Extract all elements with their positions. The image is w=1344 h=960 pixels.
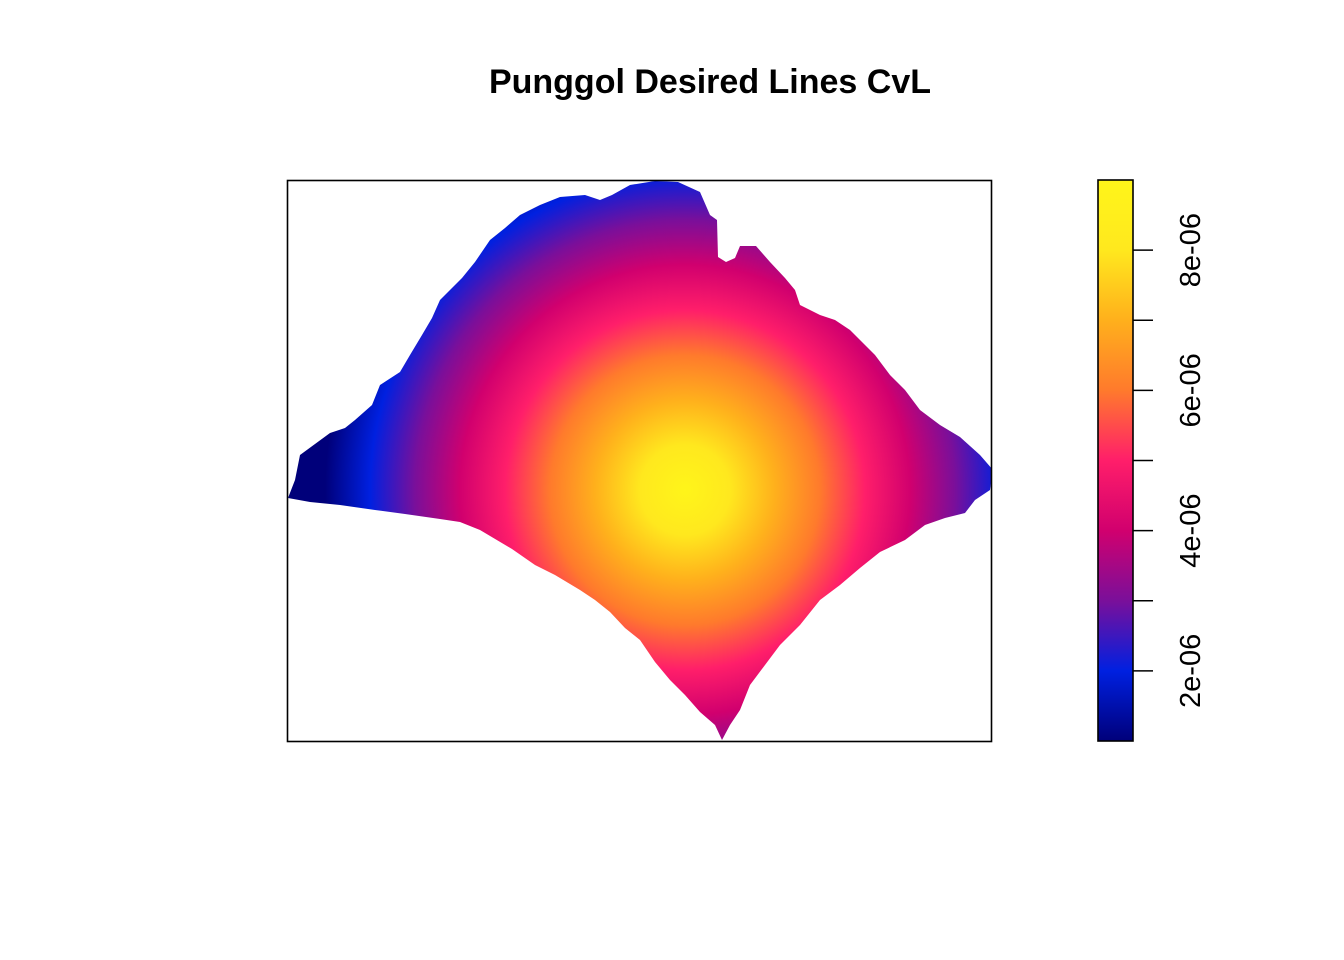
plot-frame [286,179,993,743]
legend-color-bar [1097,179,1134,742]
heat-surface [288,181,992,740]
chart-title: Punggol Desired Lines CvL [489,63,931,101]
legend-tick-label: 2e-06 [1175,634,1207,708]
heat-raster [288,181,992,740]
legend-ticks: 2e-06 4e-06 6e-06 8e-06 [1133,213,1207,708]
legend-tick-label: 4e-06 [1175,494,1207,568]
legend-tick-label: 6e-06 [1175,353,1207,427]
legend-tick-label: 8e-06 [1175,213,1207,287]
color-legend: 2e-06 4e-06 6e-06 8e-06 [1097,179,1207,742]
